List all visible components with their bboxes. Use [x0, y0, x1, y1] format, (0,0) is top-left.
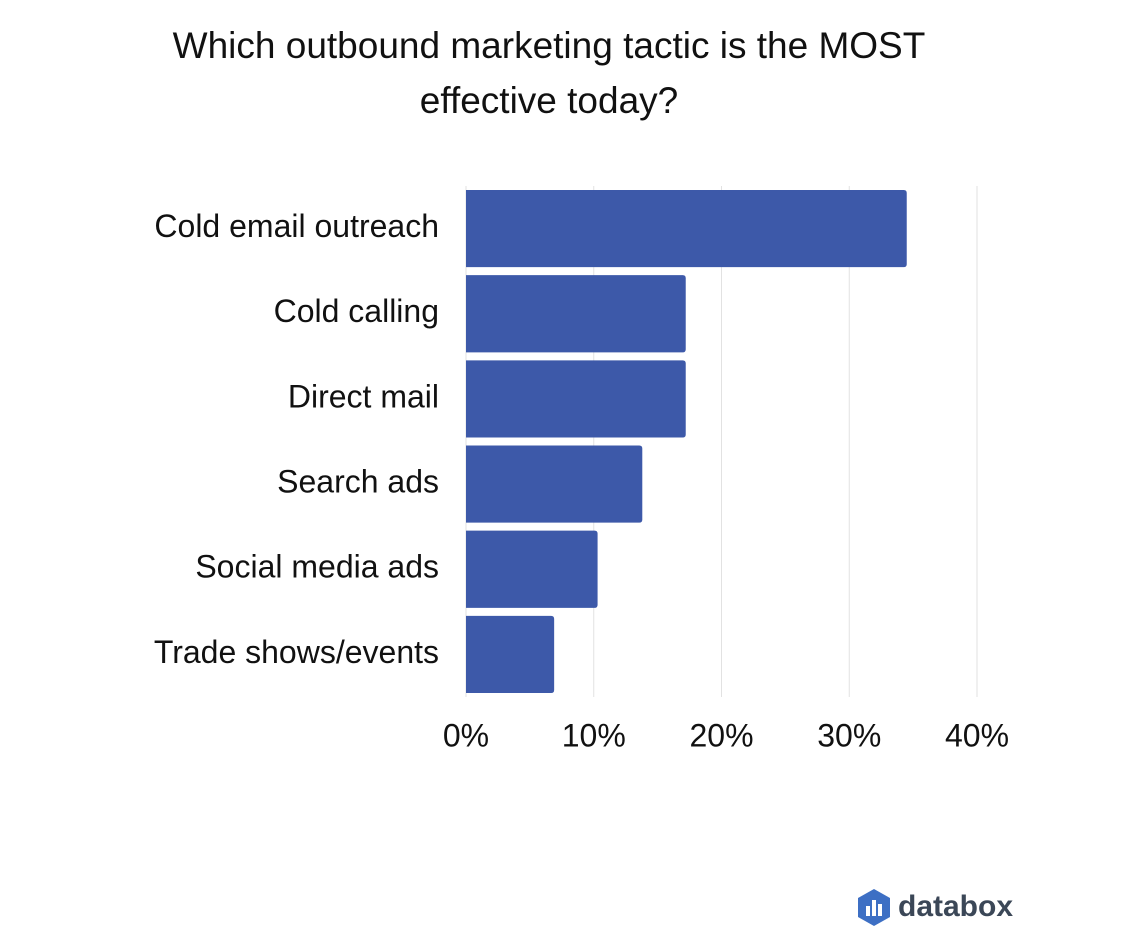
bar: [466, 615, 555, 693]
bar: [466, 530, 598, 608]
logo-text: databox: [898, 890, 1013, 923]
logo: databox: [858, 889, 1013, 926]
x-tick-label: 40%: [945, 717, 1009, 753]
y-tick-label: Cold calling: [274, 293, 439, 329]
logo-icon-bar: [872, 900, 876, 916]
logo-icon-bar: [866, 906, 870, 916]
x-tick-label: 20%: [689, 717, 753, 753]
bar: [466, 190, 907, 268]
y-tick-label: Social media ads: [195, 549, 439, 585]
x-tick-label: 0%: [443, 717, 489, 753]
y-tick-label: Search ads: [277, 464, 439, 500]
logo-icon-bar: [878, 904, 882, 916]
y-tick-label: Cold email outreach: [154, 208, 439, 244]
x-tick-label: 30%: [817, 717, 881, 753]
chart-title: Which outbound marketing tactic is the M…: [172, 25, 926, 121]
bar: [466, 275, 686, 353]
bar: [466, 360, 686, 438]
y-tick-label: Trade shows/events: [154, 634, 439, 670]
bar: [466, 445, 643, 523]
y-tick-label: Direct mail: [288, 378, 439, 414]
x-tick-label: 10%: [562, 717, 626, 753]
